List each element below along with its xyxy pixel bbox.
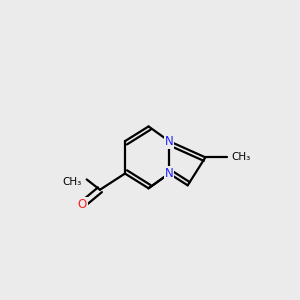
Text: CH₃: CH₃ [62, 177, 81, 188]
Text: CH₃: CH₃ [232, 152, 251, 162]
Text: O: O [78, 198, 87, 211]
Text: N: N [165, 135, 173, 148]
Text: N: N [165, 167, 173, 180]
